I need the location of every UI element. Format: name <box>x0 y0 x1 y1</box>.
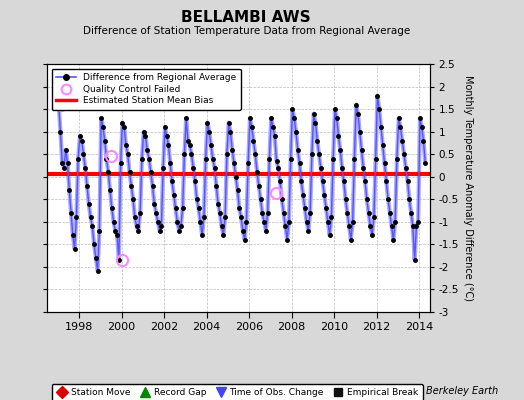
Text: BELLAMBI AWS: BELLAMBI AWS <box>181 10 311 25</box>
Text: Berkeley Earth: Berkeley Earth <box>425 386 498 396</box>
Legend: Station Move, Record Gap, Time of Obs. Change, Empirical Break: Station Move, Record Gap, Time of Obs. C… <box>52 384 423 400</box>
Y-axis label: Monthly Temperature Anomaly Difference (°C): Monthly Temperature Anomaly Difference (… <box>463 75 473 301</box>
Text: Difference of Station Temperature Data from Regional Average: Difference of Station Temperature Data f… <box>83 26 410 36</box>
